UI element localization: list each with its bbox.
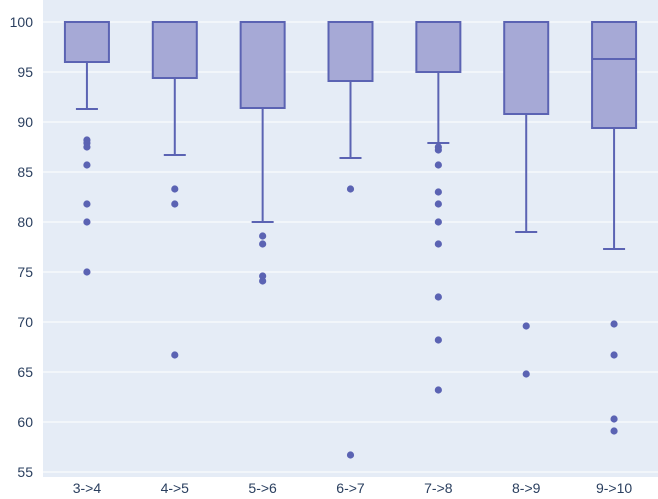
outlier-point xyxy=(83,143,91,151)
y-tick-label: 90 xyxy=(17,114,33,130)
outlier-point xyxy=(171,200,179,208)
outlier-point xyxy=(346,451,355,459)
outlier-point xyxy=(434,200,442,208)
x-axis-ticks: 3->4 4->5 5->6 6->7 7->8 8->9 9->10 xyxy=(73,480,633,496)
box-body xyxy=(415,21,462,73)
outlier-point xyxy=(259,277,267,285)
outlier-point xyxy=(171,185,179,193)
outlier-point xyxy=(434,386,442,394)
outlier-point xyxy=(522,370,530,378)
y-tick-label: 70 xyxy=(17,314,33,330)
outlier-point xyxy=(434,293,442,301)
box-layer xyxy=(63,21,638,250)
y-tick-label: 65 xyxy=(17,364,33,380)
outlier-point xyxy=(434,336,442,344)
outlier-point xyxy=(171,351,179,359)
y-tick-label: 80 xyxy=(17,214,33,230)
outlier-point xyxy=(522,322,530,330)
box-body xyxy=(327,21,374,82)
outlier-point xyxy=(610,320,618,328)
outlier-point xyxy=(83,161,91,169)
y-tick-label: 75 xyxy=(17,264,33,280)
outlier-point xyxy=(610,427,618,435)
y-tick-label: 60 xyxy=(17,414,33,430)
box-body xyxy=(63,21,110,63)
box-9->10 xyxy=(591,21,638,250)
box-5->6 xyxy=(239,21,286,223)
y-tick-label: 100 xyxy=(10,14,34,30)
outlier-point xyxy=(346,185,355,193)
box-body xyxy=(151,21,198,79)
outlier-point xyxy=(259,240,267,248)
x-tick-label: 5->6 xyxy=(248,480,277,496)
box-6->7 xyxy=(327,21,374,159)
outlier-point xyxy=(83,218,91,226)
outlier-point xyxy=(259,232,267,240)
x-tick-label: 4->5 xyxy=(161,480,190,496)
x-tick-label: 8->9 xyxy=(512,480,541,496)
y-axis-ticks: 55 60 65 70 75 80 85 90 95 100 xyxy=(10,14,34,480)
outlier-point xyxy=(434,161,442,169)
box-body xyxy=(503,21,550,115)
y-tick-label: 55 xyxy=(17,464,33,480)
box-8->9 xyxy=(503,21,550,233)
x-tick-label: 7->8 xyxy=(424,480,453,496)
outlier-point xyxy=(434,146,442,154)
y-tick-label: 85 xyxy=(17,164,33,180)
x-tick-label: 6->7 xyxy=(336,480,365,496)
outlier-point xyxy=(83,268,91,276)
box-body xyxy=(591,21,638,129)
box-body xyxy=(239,21,286,109)
outlier-point xyxy=(434,240,442,248)
box-4->5 xyxy=(151,21,198,156)
outlier-point xyxy=(610,351,618,359)
box-7->8 xyxy=(415,21,462,144)
outlier-point xyxy=(83,200,91,208)
outlier-point xyxy=(434,218,442,226)
outlier-point xyxy=(434,188,442,196)
outlier-point xyxy=(259,272,267,280)
outlier-point xyxy=(610,415,618,423)
outlier-layer xyxy=(83,136,618,459)
box-3->4 xyxy=(63,21,110,110)
x-tick-label: 3->4 xyxy=(73,480,102,496)
y-tick-label: 95 xyxy=(17,64,33,80)
x-tick-label: 9->10 xyxy=(596,480,632,496)
